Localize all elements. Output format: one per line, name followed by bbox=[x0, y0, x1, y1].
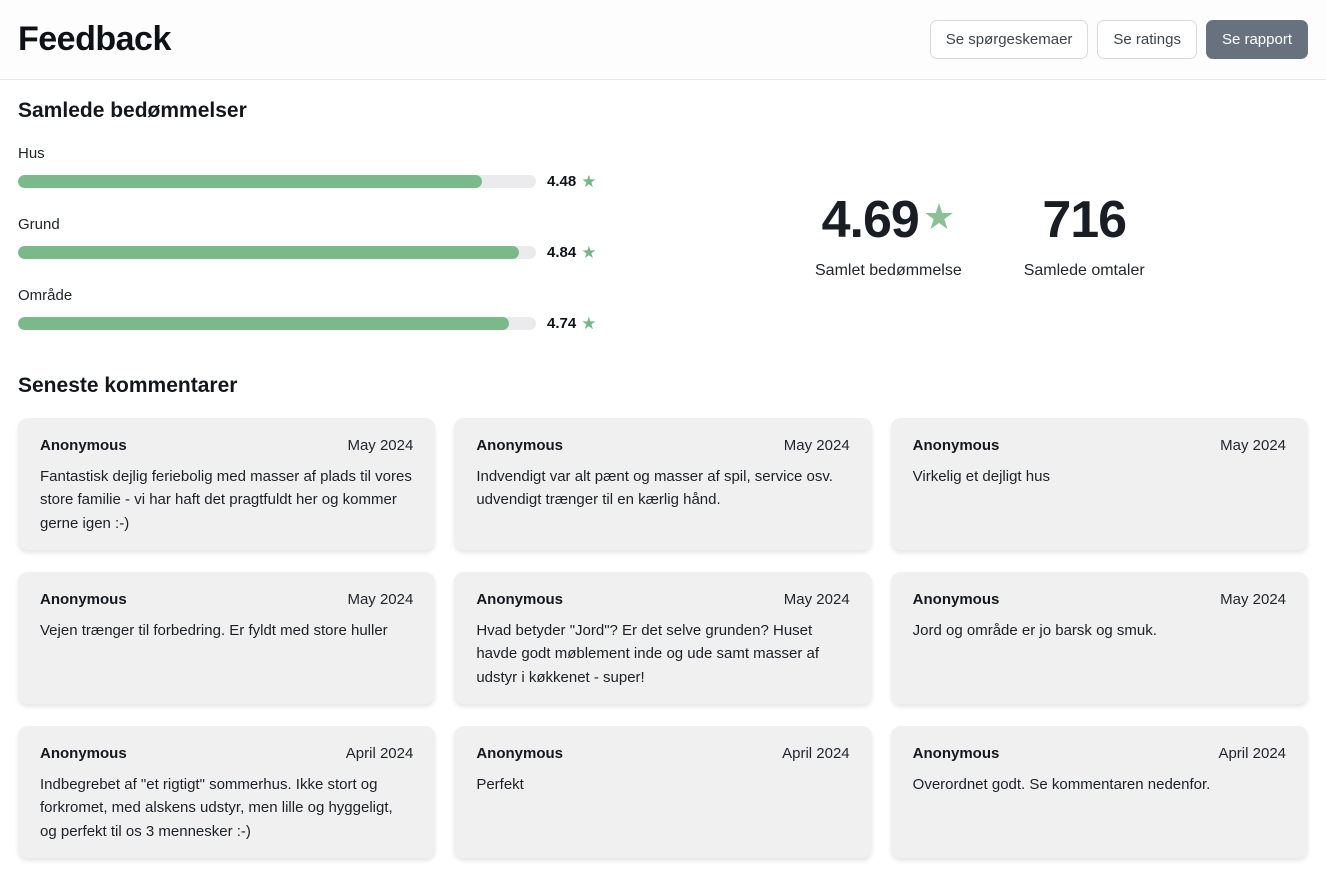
rating-bar-fill bbox=[18, 175, 483, 188]
comment-author: Anonymous bbox=[912, 591, 1000, 608]
star-icon: ★ bbox=[922, 195, 956, 237]
comment-date: April 2024 bbox=[782, 745, 850, 762]
rating-value: 4.84 bbox=[547, 244, 577, 261]
main-content: Samlede bedømmelser Hus 4.48 ★ Grund 4.8… bbox=[0, 99, 1326, 874]
comment-text: Indbegrebet af "et rigtigt" sommerhus. I… bbox=[40, 776, 393, 840]
comment-date: May 2024 bbox=[1220, 591, 1286, 608]
star-icon: ★ bbox=[581, 243, 597, 262]
rating-bar-line: 4.74 ★ bbox=[18, 315, 598, 332]
comment-card-header: Anonymous May 2024 bbox=[913, 437, 1286, 454]
rating-row: Grund 4.84 ★ bbox=[18, 216, 598, 261]
comment-text: Indvendigt var alt pænt og masser af spi… bbox=[476, 468, 833, 509]
rating-label: Grund bbox=[18, 216, 60, 233]
summary-stat-number-line: 716 bbox=[1024, 190, 1145, 250]
page-title: Feedback bbox=[18, 20, 171, 58]
summary-stat-label: Samlet bedømmelse bbox=[815, 261, 962, 279]
summary-stat-number-line: 4.69 ★ bbox=[815, 190, 962, 250]
comment-card-header: Anonymous April 2024 bbox=[476, 745, 849, 762]
comment-author: Anonymous bbox=[40, 591, 127, 608]
rating-bar-track bbox=[18, 175, 536, 188]
comment-card: Anonymous May 2024 Vejen trænger til for… bbox=[18, 572, 436, 704]
rating-bar-line: 4.48 ★ bbox=[18, 173, 598, 190]
see-questionnaires-button[interactable]: Se spørgeskemaer bbox=[929, 20, 1089, 59]
ratings-wrap: Hus 4.48 ★ Grund 4.84 ★ Område bbox=[18, 145, 1308, 332]
comment-card-header: Anonymous May 2024 bbox=[476, 437, 849, 454]
comment-card: Anonymous May 2024 Indvendigt var alt pæ… bbox=[454, 418, 872, 550]
rating-row: Område 4.74 ★ bbox=[18, 287, 598, 332]
comment-text: Vejen trænger til forbedring. Er fyldt m… bbox=[40, 622, 388, 639]
comment-card: Anonymous May 2024 Virkelig et dejligt h… bbox=[890, 418, 1308, 550]
comment-card-header: Anonymous May 2024 bbox=[913, 591, 1286, 608]
rating-value: 4.48 bbox=[547, 173, 577, 190]
comment-date: May 2024 bbox=[783, 437, 850, 454]
comments-section: Seneste kommentarer Anonymous May 2024 F… bbox=[18, 374, 1308, 874]
comment-card-header: Anonymous May 2024 bbox=[40, 591, 413, 608]
comment-date: April 2024 bbox=[1218, 745, 1286, 762]
comment-date: May 2024 bbox=[783, 591, 850, 608]
comment-author: Anonymous bbox=[912, 437, 1000, 454]
comment-card: Anonymous April 2024 Indbegrebet af "et … bbox=[18, 726, 436, 858]
comment-card-header: Anonymous April 2024 bbox=[913, 745, 1286, 762]
summary-stat-value: 4.69 bbox=[821, 190, 920, 249]
rating-bars: Hus 4.48 ★ Grund 4.84 ★ Område bbox=[18, 145, 598, 332]
star-icon: ★ bbox=[581, 314, 597, 333]
summary-stat-value: 716 bbox=[1042, 190, 1127, 249]
comment-card: Anonymous May 2024 Jord og område er jo … bbox=[890, 572, 1308, 704]
rating-label: Område bbox=[18, 287, 73, 304]
comment-date: April 2024 bbox=[345, 745, 414, 762]
rating-bar-fill bbox=[18, 246, 520, 259]
app-header: Feedback Se spørgeskemaer Se ratings Se ra… bbox=[0, 0, 1326, 80]
rating-label: Hus bbox=[18, 145, 45, 162]
comment-date: May 2024 bbox=[347, 591, 414, 608]
rating-value: 4.74 bbox=[547, 315, 577, 332]
comment-date: May 2024 bbox=[1220, 437, 1286, 454]
comment-card-header: Anonymous May 2024 bbox=[40, 437, 413, 454]
comment-date: May 2024 bbox=[347, 437, 414, 454]
comment-card-header: Anonymous May 2024 bbox=[476, 591, 849, 608]
comment-author: Anonymous bbox=[476, 745, 563, 762]
comment-text: Perfekt bbox=[476, 776, 524, 793]
ratings-section-title: Samlede bedømmelser bbox=[18, 99, 247, 122]
comment-text: Hvad betyder "Jord"? Er det selve grunde… bbox=[476, 622, 820, 686]
summary-stat: 716 Samlede omtaler bbox=[1024, 190, 1145, 280]
comment-card-header: Anonymous April 2024 bbox=[40, 745, 413, 762]
header-actions: Se spørgeskemaer Se ratings Se rapport bbox=[929, 20, 1308, 59]
summary-stat-label: Samlede omtaler bbox=[1023, 261, 1145, 279]
see-report-button[interactable]: Se rapport bbox=[1205, 20, 1308, 59]
comment-card: Anonymous April 2024 Perfekt bbox=[454, 726, 872, 858]
comment-author: Anonymous bbox=[40, 437, 127, 454]
comment-card: Anonymous April 2024 Overordnet godt. Se… bbox=[890, 726, 1308, 858]
comment-card: Anonymous May 2024 Hvad betyder "Jord"? … bbox=[454, 572, 872, 704]
comment-text: Overordnet godt. Se kommentaren nedenfor… bbox=[912, 776, 1211, 793]
rating-bar-line: 4.84 ★ bbox=[18, 244, 598, 261]
comment-author: Anonymous bbox=[40, 745, 127, 762]
rating-bar-track bbox=[18, 246, 536, 259]
comments-section-title: Seneste kommentarer bbox=[18, 374, 238, 397]
comment-author: Anonymous bbox=[476, 591, 563, 608]
summary-stat: 4.69 ★ Samlet bedømmelse bbox=[815, 190, 962, 280]
comment-author: Anonymous bbox=[476, 437, 563, 454]
rating-bar-track bbox=[18, 317, 536, 330]
comment-text: Jord og område er jo barsk og smuk. bbox=[912, 622, 1157, 639]
star-icon: ★ bbox=[581, 172, 597, 191]
rating-bar-fill bbox=[18, 317, 510, 330]
rating-row: Hus 4.48 ★ bbox=[18, 145, 598, 190]
see-ratings-button[interactable]: Se ratings bbox=[1097, 20, 1197, 59]
rating-summary: 4.69 ★ Samlet bedømmelse 716 Samlede omt… bbox=[815, 190, 1145, 280]
comment-card: Anonymous May 2024 Fantastisk dejlig fer… bbox=[18, 418, 436, 550]
comment-text: Virkelig et dejligt hus bbox=[912, 468, 1050, 485]
comments-grid: Anonymous May 2024 Fantastisk dejlig fer… bbox=[18, 418, 1308, 874]
comment-author: Anonymous bbox=[912, 745, 1000, 762]
ratings-section: Samlede bedømmelser Hus 4.48 ★ Grund 4.8… bbox=[18, 99, 1308, 332]
comment-text: Fantastisk dejlig feriebolig med masser … bbox=[40, 468, 412, 532]
